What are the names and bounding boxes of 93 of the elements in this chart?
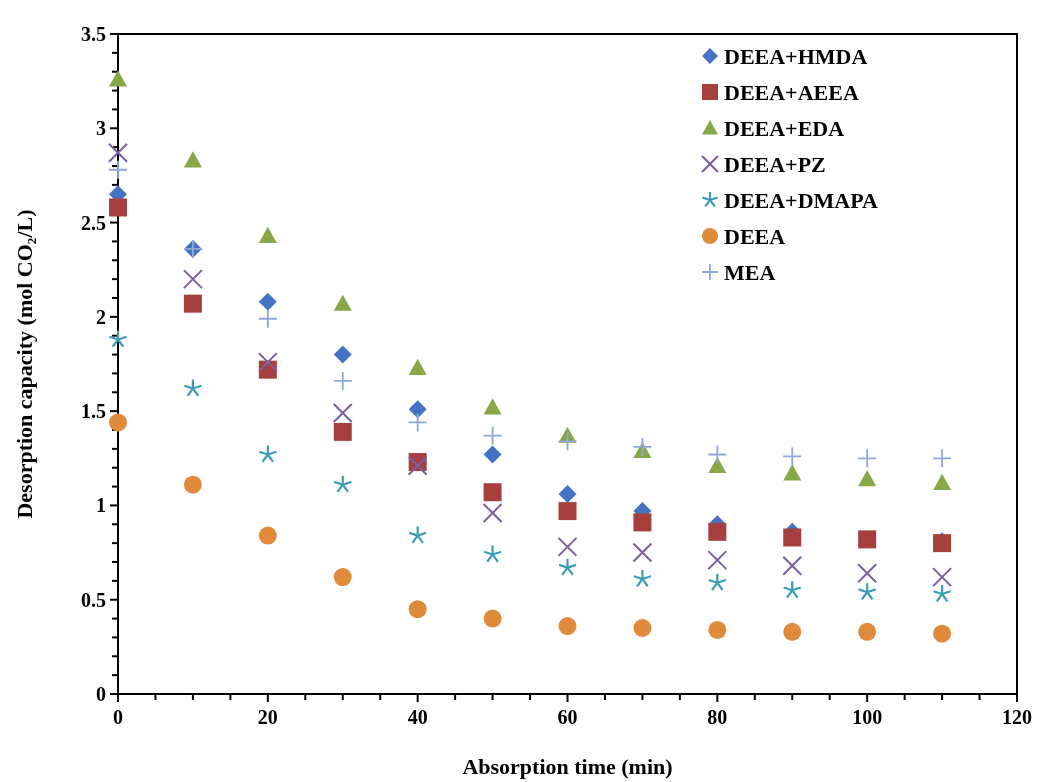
point: [109, 413, 127, 432]
point: [783, 622, 802, 641]
x-tick-label: 120: [1002, 706, 1032, 728]
x-tick-label: 20: [257, 706, 278, 728]
point: [707, 572, 727, 592]
point: [932, 583, 952, 603]
y-axis-title: Desorption capacity (mol CO₂/L): [12, 209, 37, 519]
point: [108, 142, 128, 163]
point: [783, 464, 802, 481]
y-tick-label: 3.5: [81, 23, 106, 45]
y-tick-label: 0.5: [81, 588, 106, 611]
x-tick-label: 40: [407, 706, 428, 728]
x-tick-label: 100: [852, 706, 883, 728]
point: [108, 159, 128, 180]
point: [932, 448, 952, 469]
y-tick-label: 3: [96, 117, 106, 140]
point: [183, 151, 202, 168]
point: [482, 502, 503, 523]
y-tick-label: 1: [96, 494, 106, 517]
point: [333, 568, 352, 587]
point: [257, 352, 278, 373]
y-tick-label: 2.5: [81, 211, 106, 234]
point: [708, 456, 727, 474]
point: [332, 403, 353, 424]
point: [708, 620, 727, 639]
point: [782, 555, 803, 576]
y-tick-label: 2: [96, 305, 106, 328]
point: [258, 292, 277, 311]
point: [183, 378, 203, 397]
legend-label: DEEA+DMAPA: [724, 188, 878, 213]
point: [707, 550, 728, 571]
x-tick-label: 60: [557, 706, 578, 728]
point: [633, 513, 652, 532]
point: [558, 502, 577, 521]
point: [558, 485, 577, 504]
point: [258, 444, 278, 463]
point: [857, 582, 877, 601]
point: [483, 483, 502, 502]
point: [333, 422, 352, 441]
point: [109, 198, 127, 217]
point: [557, 431, 578, 452]
x-axis-title: Absorption time (min): [462, 754, 673, 779]
point: [632, 568, 653, 588]
y-tick-label: 0: [96, 683, 106, 705]
point: [933, 624, 952, 643]
point: [557, 536, 578, 557]
point: [108, 329, 128, 348]
point: [858, 470, 877, 487]
point: [332, 371, 353, 391]
point: [482, 425, 503, 446]
point: [858, 622, 877, 641]
point: [483, 445, 502, 464]
point: [932, 567, 953, 588]
legend-label: DEEA+HMDA: [724, 44, 868, 69]
point: [632, 542, 653, 563]
legend-label: DEEA+PZ: [724, 152, 826, 177]
point: [857, 563, 878, 584]
point: [858, 530, 877, 549]
point: [407, 412, 428, 433]
point: [258, 526, 277, 545]
point: [782, 446, 803, 467]
point: [408, 600, 427, 619]
point: [783, 528, 802, 547]
point: [333, 474, 353, 494]
point: [408, 358, 427, 375]
x-tick-label: 80: [707, 706, 728, 728]
point: [183, 294, 202, 313]
point: [333, 294, 352, 311]
point: [483, 398, 502, 415]
legend-label: DEEA+AEEA: [724, 80, 859, 105]
point: [257, 308, 278, 329]
point: [933, 473, 952, 490]
point: [333, 345, 352, 364]
point: [707, 444, 728, 465]
point: [557, 557, 578, 577]
point: [408, 525, 428, 544]
point: [109, 70, 127, 87]
point: [182, 269, 203, 290]
point: [857, 448, 878, 469]
point: [633, 619, 652, 637]
legend-label: MEA: [724, 260, 776, 285]
point: [782, 580, 802, 599]
y-tick-label: 1.5: [81, 400, 106, 423]
legend-label: DEEA: [724, 224, 786, 249]
point: [408, 400, 427, 419]
point: [482, 544, 503, 563]
point: [258, 226, 277, 243]
x-tick-label: 0: [113, 706, 123, 728]
point: [558, 617, 577, 636]
point: [183, 475, 202, 494]
legend-label: DEEA+EDA: [724, 116, 845, 141]
point: [483, 609, 502, 628]
point: [708, 522, 727, 541]
